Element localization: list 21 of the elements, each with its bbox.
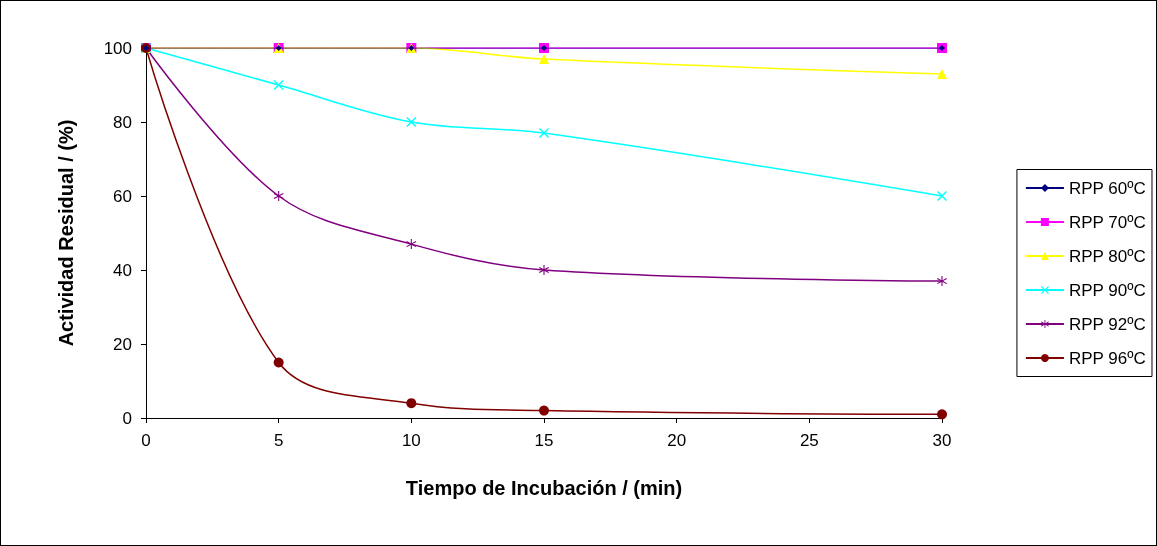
y-axis-title: Actividad Residual / (%) — [55, 119, 77, 347]
y-tick-label: 80 — [113, 112, 132, 132]
x-axis-title: Tiempo de Incubación / (min) — [405, 477, 683, 499]
y-tick-label: 0 — [122, 408, 132, 428]
y-tick-label: 60 — [113, 186, 132, 206]
legend-label: RPP 60ºC — [1068, 178, 1146, 198]
legend-label: RPP 80ºC — [1068, 246, 1146, 266]
legend-label: RPP 90ºC — [1068, 280, 1146, 300]
legend-label: RPP 92ºC — [1068, 314, 1146, 334]
x-tick-label: 0 — [141, 431, 151, 450]
x-tick-label: 25 — [799, 431, 819, 450]
y-tick-label: 40 — [113, 260, 132, 280]
x-tick-label: 20 — [667, 431, 687, 450]
legend-label: RPP 70ºC — [1068, 212, 1146, 232]
x-tick-label: 15 — [534, 431, 554, 450]
y-tick-label: 100 — [103, 38, 132, 58]
x-tick-label: 10 — [401, 431, 421, 450]
x-tick-label: 30 — [932, 431, 952, 450]
y-tick-label: 20 — [113, 334, 132, 354]
legend-label: RPP 96ºC — [1068, 348, 1146, 368]
x-tick-label: 5 — [273, 431, 284, 450]
